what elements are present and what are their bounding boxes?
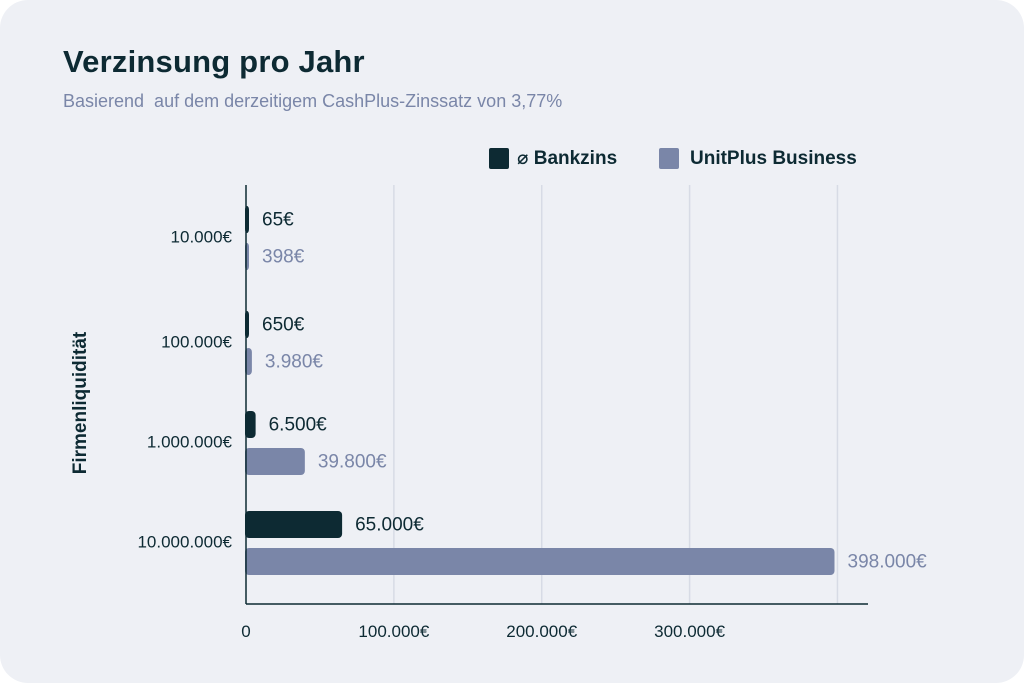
legend-label: UnitPlus Business — [690, 148, 857, 169]
bar — [245, 511, 343, 538]
data-label: 398.000€ — [848, 552, 928, 573]
gridlines — [393, 185, 839, 604]
chart-title: Verzinsung pro Jahr — [63, 44, 365, 79]
y-axis-label: Firmenliquidität — [70, 331, 91, 474]
data-label: 6.500€ — [269, 415, 328, 436]
x-tick-label: 300.000€ — [654, 622, 725, 641]
x-tick-label: 100.000€ — [358, 622, 429, 641]
bar — [245, 411, 256, 438]
bar — [245, 548, 835, 575]
bar — [245, 448, 305, 475]
legend-swatch — [659, 148, 679, 169]
x-tick-label: 200.000€ — [506, 622, 577, 641]
category-label: 10.000.000€ — [137, 532, 232, 551]
axes: 0 100.000€ 200.000€ 300.000€ — [241, 185, 868, 641]
category-label: 100.000€ — [161, 332, 232, 351]
legend-label: ⌀ Bankzins — [517, 148, 617, 169]
bars — [245, 206, 835, 575]
x-tick-label: 0 — [241, 622, 250, 641]
data-label: 65€ — [262, 210, 294, 231]
data-label: 398€ — [262, 247, 305, 268]
data-label: 650€ — [262, 315, 305, 336]
labels: 10.000€ 65€ 398€ 100.000€ 650€ 3.980€ 1.000.00… — [70, 210, 927, 573]
legend: ⌀ Bankzins UnitPlus Business — [489, 148, 857, 169]
category-label: 1.000.000€ — [147, 432, 233, 451]
legend-swatch — [489, 148, 509, 169]
data-label: 65.000€ — [355, 515, 424, 536]
data-label: 39.800€ — [318, 452, 387, 473]
chart-subtitle: Basierend auf dem derzeitigem CashPlus-Z… — [63, 91, 563, 111]
category-label: 10.000€ — [171, 227, 233, 246]
data-label: 3.980€ — [265, 352, 324, 373]
